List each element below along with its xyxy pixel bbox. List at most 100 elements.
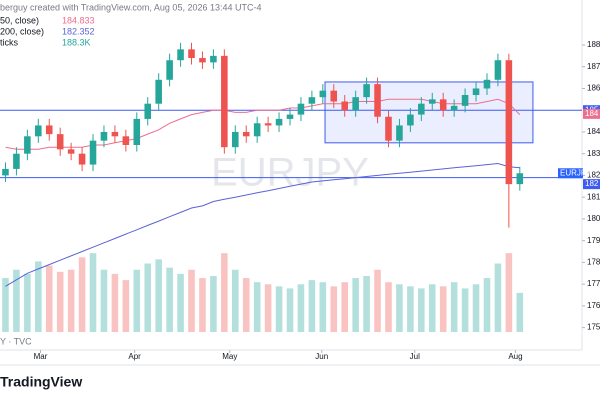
y-tick-label: 177 xyxy=(587,279,600,288)
volume-bar xyxy=(133,269,141,332)
volume-bar xyxy=(341,282,348,332)
candle-body xyxy=(352,97,359,111)
volume-bar xyxy=(516,292,524,332)
candle-body xyxy=(67,149,75,154)
volume-bar xyxy=(122,280,130,332)
y-tick-label: 188 xyxy=(587,40,600,49)
candle-body xyxy=(2,168,9,176)
y-tick-label: 180 xyxy=(587,214,600,223)
x-tick-label: Jun xyxy=(315,352,328,361)
watermark: EURJPY xyxy=(211,151,369,195)
candle-body xyxy=(374,84,381,117)
moving-average xyxy=(5,162,520,287)
candle-body xyxy=(439,99,447,111)
candle-body xyxy=(253,123,261,137)
volume-bar xyxy=(210,275,217,332)
candle-body xyxy=(264,123,272,126)
legend-value: 182.352 xyxy=(62,26,95,36)
candle-body xyxy=(242,131,250,137)
legend-label: 50, close) xyxy=(0,15,39,25)
candle-body xyxy=(275,118,283,126)
candle-body xyxy=(89,140,97,165)
volume-bar xyxy=(275,286,283,332)
volume-bar xyxy=(13,269,20,332)
price-tag-label: EURJPY xyxy=(560,168,592,177)
y-tick-label: 178 xyxy=(587,258,600,267)
volume-bar xyxy=(461,288,469,332)
header: berguy created with TradingView.com, Aug… xyxy=(0,2,262,12)
y-tick-label: 187 xyxy=(587,62,600,71)
candle-body xyxy=(232,131,239,148)
x-tick-label: Mar xyxy=(34,352,48,361)
legend-value: 184.833 xyxy=(62,15,95,25)
price-tag xyxy=(583,179,600,190)
volume-bar xyxy=(166,267,173,332)
price-tag xyxy=(558,168,583,179)
candle-body xyxy=(286,114,294,119)
volume-bar xyxy=(221,253,228,332)
volume-bar xyxy=(35,261,42,332)
candle-body xyxy=(483,79,491,89)
candle-body xyxy=(450,105,458,111)
volume-bar xyxy=(199,278,206,332)
x-tick-label: Jul xyxy=(410,352,420,361)
volume-bar xyxy=(2,278,9,332)
x-tick-label: May xyxy=(222,352,237,361)
volume-bar xyxy=(439,286,447,332)
y-tick-label: 183 xyxy=(587,149,600,158)
candle-body xyxy=(330,90,338,102)
candle-body xyxy=(155,79,162,104)
volume-bar xyxy=(155,259,162,332)
candle-body xyxy=(505,60,513,185)
volume-bar xyxy=(385,282,392,332)
volume-bar xyxy=(330,286,338,332)
price-tag xyxy=(583,108,600,119)
candle-body xyxy=(35,125,42,137)
volume-bar xyxy=(319,282,327,332)
candle-body xyxy=(188,49,195,59)
volume-bar xyxy=(253,282,261,332)
y-tick-label: 186 xyxy=(587,84,600,93)
legend-label: 200, close) xyxy=(0,26,44,36)
volume-bar xyxy=(428,284,436,332)
candle-body xyxy=(199,58,206,63)
volume-bar xyxy=(177,273,184,332)
candle-body xyxy=(461,95,469,106)
volume-bar xyxy=(56,271,64,332)
volume-bar xyxy=(24,273,31,332)
candle-body xyxy=(418,103,425,115)
volume-bar xyxy=(483,278,491,332)
candle-body xyxy=(13,153,20,169)
volume-bar xyxy=(264,284,272,332)
candle-body xyxy=(24,136,31,154)
volume-bar xyxy=(363,275,370,332)
candle-body xyxy=(407,114,414,126)
legend-value: 188.3K xyxy=(62,37,91,47)
candle-body xyxy=(122,136,130,145)
y-tick-label: 175 xyxy=(587,323,600,332)
volume-bar xyxy=(78,257,86,332)
volume-bar xyxy=(188,269,195,332)
candle-body xyxy=(341,101,348,111)
candle-body xyxy=(166,60,173,80)
volume-bar xyxy=(374,269,381,332)
candle-body xyxy=(111,131,119,137)
candle-body xyxy=(308,97,316,104)
candle-body xyxy=(428,99,436,104)
candle-body xyxy=(297,103,305,115)
candle-body xyxy=(133,118,141,145)
x-tick-label: Apr xyxy=(128,352,141,361)
candle-body xyxy=(494,60,502,80)
volume-bar xyxy=(144,263,152,332)
x-tick-label: Aug xyxy=(508,352,522,361)
volume-bar xyxy=(505,253,513,332)
volume-bar xyxy=(308,280,316,332)
volume-bar xyxy=(67,269,75,332)
legend-label: ticks xyxy=(0,37,19,47)
price-tag-label: 184 xyxy=(585,109,599,118)
volume-bar xyxy=(45,265,53,332)
volume-bar xyxy=(286,288,294,332)
volume-bar xyxy=(297,284,305,332)
